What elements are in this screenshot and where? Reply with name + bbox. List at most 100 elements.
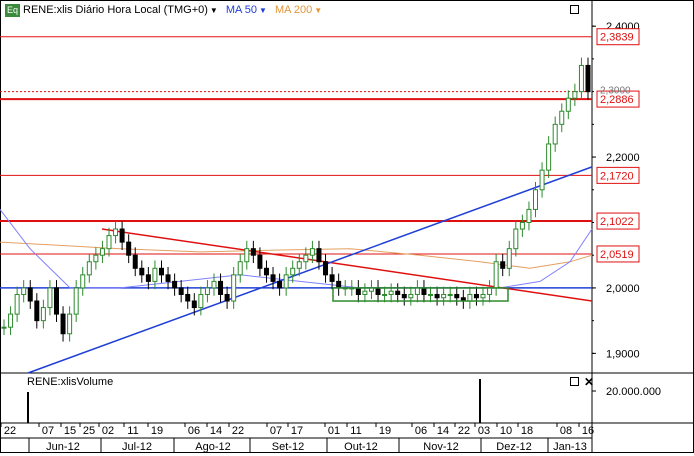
- candle-body: [473, 293, 479, 299]
- ma50-line: [0, 209, 593, 289]
- legend-main-series[interactable]: RENE:xlis Diário Hora Local (TMG+0) ▼: [23, 4, 218, 16]
- candle-body: [132, 254, 138, 269]
- candle-body: [526, 208, 532, 223]
- candle-body: [454, 293, 460, 299]
- price-level-badge: [596, 245, 640, 263]
- price-level-badge: [596, 166, 640, 184]
- candle-body: [67, 313, 73, 335]
- x-day-label: 02: [102, 425, 114, 437]
- candle-body: [375, 287, 381, 295]
- candle-body: [198, 293, 204, 309]
- candle-body: [513, 228, 519, 250]
- x-day-label: 06: [415, 425, 427, 437]
- candle-body: [533, 189, 539, 210]
- dropdown-caret-icon[interactable]: ▼: [314, 6, 323, 15]
- candle-body: [257, 254, 263, 269]
- x-day-label: 19: [151, 425, 163, 437]
- dropdown-caret-icon[interactable]: ▼: [259, 6, 267, 15]
- legend-ma200[interactable]: MA 200 ▼: [275, 4, 322, 16]
- candle-body: [8, 313, 14, 328]
- candle-body: [211, 280, 217, 289]
- x-month-label: Dez-12: [496, 441, 531, 453]
- legend-ma50[interactable]: MA 50 ▼: [226, 4, 267, 16]
- price-level-label: 2,0519: [600, 249, 634, 261]
- candle-body: [329, 274, 335, 282]
- x-day-label: 08: [560, 425, 572, 437]
- candle-body: [434, 293, 440, 299]
- last-price-label: 2,3000: [600, 86, 631, 97]
- candle-body: [447, 293, 453, 296]
- x-day-label: 22: [232, 425, 244, 437]
- candle-body: [565, 97, 571, 112]
- candle-body: [178, 287, 184, 295]
- downtrend-line: [101, 228, 593, 302]
- candle-body: [191, 300, 197, 309]
- y-tick-label: 2,0000: [606, 283, 640, 295]
- legend-main-label: RENE:xlis Diário Hora Local (TMG+0): [23, 4, 208, 16]
- candle-body: [382, 293, 388, 296]
- candle-body: [60, 313, 66, 335]
- candle-body: [204, 287, 210, 295]
- x-month-label: Jul-12: [122, 441, 152, 453]
- candle-body: [93, 254, 99, 263]
- candle-body: [506, 248, 512, 269]
- close-volume-panel-icon[interactable]: ✕: [584, 375, 595, 389]
- candle-body: [309, 248, 315, 256]
- x-day-label: 19: [379, 425, 391, 437]
- candle-body: [73, 287, 79, 315]
- candle-body: [270, 274, 276, 282]
- candle-body: [80, 274, 86, 289]
- x-day-label: 18: [521, 425, 533, 437]
- price-level-label: 2,2886: [600, 94, 634, 106]
- x-day-label: 14: [210, 425, 222, 437]
- x-day-label: 11: [350, 425, 361, 437]
- candle-body: [165, 274, 171, 282]
- maximize-volume-panel-button[interactable]: [570, 377, 579, 386]
- x-month-label: Out-12: [344, 441, 378, 453]
- equity-icon[interactable]: Eq: [5, 3, 20, 17]
- candle-body: [559, 110, 565, 125]
- candle-body: [572, 91, 578, 99]
- candle-body: [1, 326, 7, 329]
- candle-body: [408, 293, 414, 299]
- candle-body: [395, 290, 401, 295]
- maximize-price-panel-button[interactable]: [570, 5, 579, 14]
- candle-body: [231, 274, 237, 302]
- candle-body: [421, 287, 427, 295]
- candle-body: [53, 287, 59, 315]
- candle-body: [113, 228, 119, 237]
- candle-body: [539, 169, 545, 191]
- candle-body: [263, 267, 269, 276]
- candle-body: [139, 267, 145, 276]
- dropdown-caret-icon[interactable]: ▼: [209, 6, 218, 15]
- candle-body: [86, 261, 92, 276]
- ma200-line: [0, 241, 593, 269]
- candle-body: [336, 280, 342, 289]
- candle-body: [152, 267, 158, 282]
- candle-body: [487, 287, 493, 295]
- candle-body: [119, 228, 125, 243]
- x-month-label: Jan-13: [553, 441, 587, 453]
- candle-body: [355, 287, 361, 295]
- x-day-label: 22: [4, 425, 16, 437]
- candle-body: [467, 293, 473, 302]
- candle-body: [145, 274, 151, 282]
- candle-body: [277, 280, 283, 289]
- candle-body: [441, 293, 447, 299]
- candle-body: [47, 287, 53, 309]
- price-level-label: 2,1022: [600, 216, 634, 228]
- candle-body: [172, 280, 178, 289]
- x-day-label: 16: [582, 425, 594, 437]
- candle-body: [546, 143, 552, 171]
- x-day-label: 10: [500, 425, 512, 437]
- x-day-label: 17: [291, 425, 303, 437]
- candle-body: [303, 254, 309, 263]
- volume-panel-label: RENE:xlisVolume: [27, 376, 114, 388]
- candle-body: [388, 290, 394, 295]
- x-month-label: Jun-12: [46, 441, 80, 453]
- candle-body: [283, 274, 289, 289]
- x-day-label: 07: [270, 425, 282, 437]
- candle-body: [500, 261, 506, 269]
- x-month-label: Ago-12: [195, 441, 230, 453]
